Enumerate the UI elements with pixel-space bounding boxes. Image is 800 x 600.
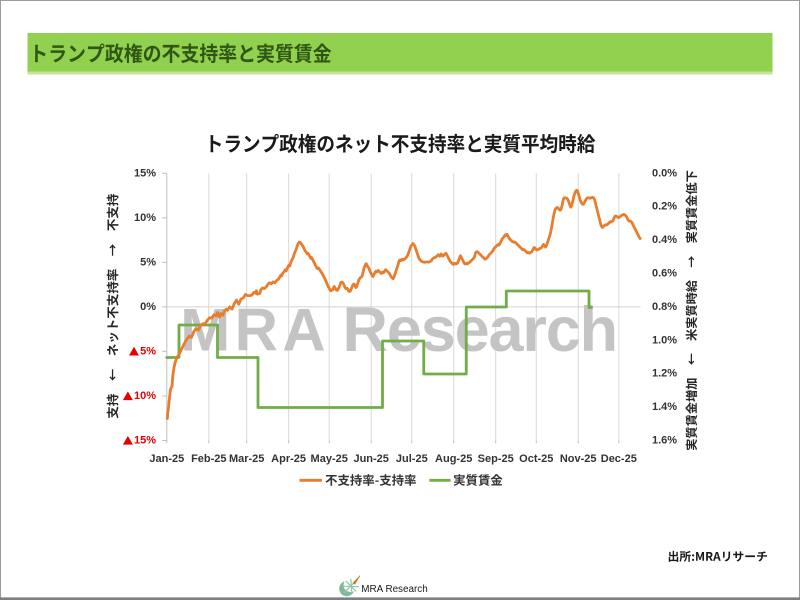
svg-text:1.2%: 1.2% xyxy=(652,368,677,380)
svg-text:Apr-25: Apr-25 xyxy=(271,453,306,465)
svg-text:0.8%: 0.8% xyxy=(652,301,677,313)
svg-text:MRA Research: MRA Research xyxy=(361,584,427,595)
svg-text:Jun-25: Jun-25 xyxy=(353,453,388,465)
svg-text:Dec-25: Dec-25 xyxy=(601,453,637,465)
svg-text:Nov-25: Nov-25 xyxy=(560,453,597,465)
svg-text:15%: 15% xyxy=(134,435,156,447)
svg-text:Feb-25: Feb-25 xyxy=(191,453,226,465)
svg-text:Aug-25: Aug-25 xyxy=(435,453,472,465)
svg-text:0.6%: 0.6% xyxy=(652,268,677,280)
svg-text:0.2%: 0.2% xyxy=(652,201,677,213)
svg-text:May-25: May-25 xyxy=(311,453,348,465)
svg-text:Sep-25: Sep-25 xyxy=(478,453,514,465)
svg-text:1.4%: 1.4% xyxy=(652,401,677,413)
svg-text:15%: 15% xyxy=(134,167,156,179)
svg-text:5%: 5% xyxy=(140,256,156,268)
svg-text:Jul-25: Jul-25 xyxy=(396,453,428,465)
svg-text:1.6%: 1.6% xyxy=(652,435,677,447)
svg-text:MRA: MRA xyxy=(180,297,330,364)
svg-text:5%: 5% xyxy=(140,345,156,357)
svg-text:1.0%: 1.0% xyxy=(652,334,677,346)
svg-text:Oct-25: Oct-25 xyxy=(519,453,553,465)
svg-text:10%: 10% xyxy=(134,212,156,224)
svg-text:0.4%: 0.4% xyxy=(652,234,677,246)
svg-text:0.0%: 0.0% xyxy=(652,167,677,179)
svg-text:Mar-25: Mar-25 xyxy=(229,453,264,465)
svg-text:Jan-25: Jan-25 xyxy=(149,453,184,465)
svg-text:0%: 0% xyxy=(140,301,156,313)
svg-text:10%: 10% xyxy=(134,390,156,402)
